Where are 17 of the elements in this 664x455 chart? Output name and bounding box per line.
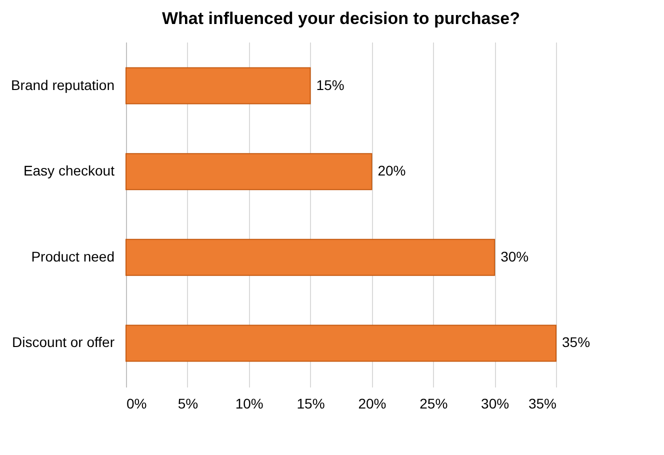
data-label: 15% <box>316 76 344 93</box>
data-label: 30% <box>500 248 529 264</box>
chart-title: What influenced your decision to purchase? <box>162 9 520 28</box>
data-label: 20% <box>378 162 406 179</box>
x-tick-label: 25% <box>420 396 448 412</box>
data-label: 35% <box>562 334 590 350</box>
y-tick-label: Discount or offer <box>12 334 115 350</box>
x-tick-label: 30% <box>481 396 510 412</box>
x-tick-label: 10% <box>235 396 264 412</box>
x-tick-label: 20% <box>358 396 386 412</box>
y-tick-label: Brand reputation <box>10 76 114 93</box>
y-tick-label: Easy checkout <box>23 162 115 179</box>
y-tick-label: Product need <box>31 248 114 264</box>
x-tick-label: 5% <box>178 396 198 412</box>
x-tick-label: 15% <box>296 396 325 412</box>
x-tick-label: 0% <box>126 396 147 412</box>
x-tick-label: 35% <box>528 396 556 412</box>
